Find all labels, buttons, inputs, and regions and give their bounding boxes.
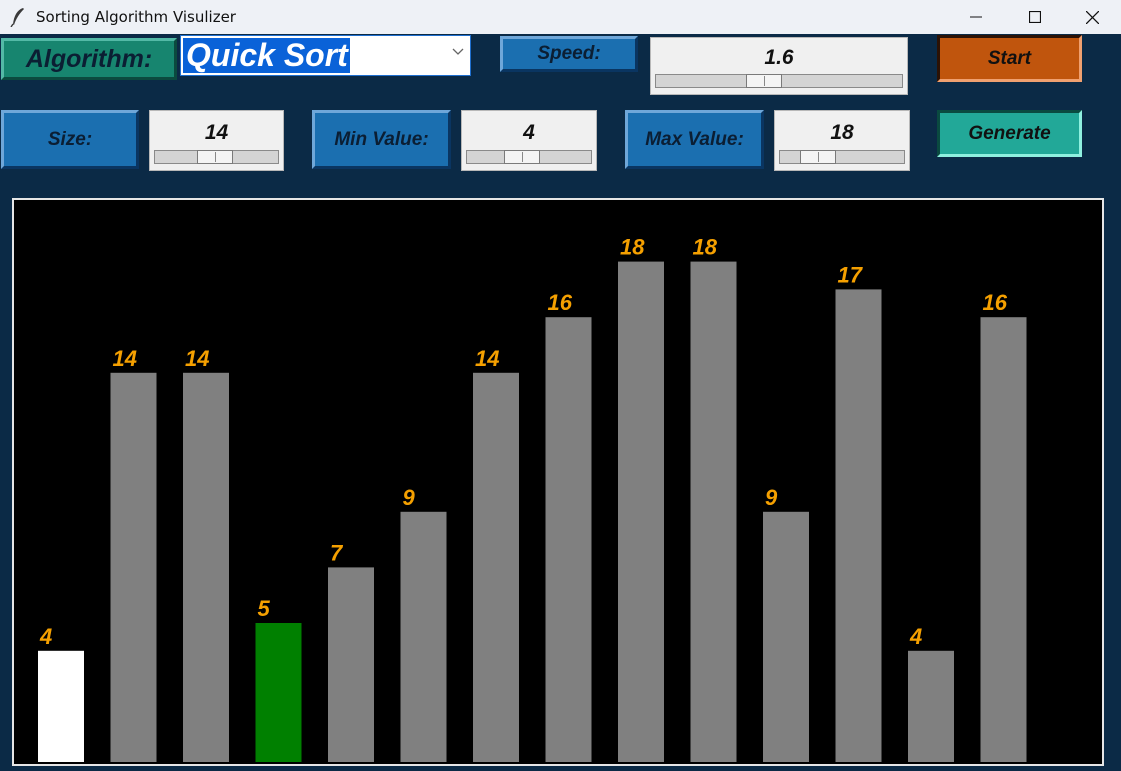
max-value-slider-handle[interactable] [800, 150, 836, 164]
speed-label: Speed: [500, 36, 638, 72]
bar-value-label-6: 9 [403, 485, 416, 510]
maximize-button[interactable] [1006, 0, 1064, 34]
bar-1 [38, 650, 84, 762]
title-bar: Sorting Algorithm Visulizer [0, 0, 1121, 34]
window-title: Sorting Algorithm Visulizer [36, 8, 236, 26]
speed-trough[interactable] [655, 74, 903, 88]
size-value: 14 [204, 121, 229, 144]
minimize-button[interactable] [947, 0, 1005, 34]
max-value: 18 [830, 121, 854, 144]
bar-canvas: 4 14 14 5 7 9 14 16 18 18 9 17 4 16 [12, 198, 1104, 766]
bar-value-label-5: 7 [330, 540, 344, 565]
algorithm-selected-value: Quick Sort [183, 38, 350, 73]
bar-value-label-4: 5 [258, 596, 271, 621]
size-slider-handle[interactable] [197, 150, 233, 164]
min-value-slider-handle[interactable] [504, 150, 540, 164]
feather-icon [10, 8, 24, 27]
bar-4 [255, 623, 302, 762]
bar-value-label-8: 16 [548, 290, 573, 315]
bar-value-label-14: 16 [983, 290, 1008, 315]
bar-value-label-2: 14 [113, 346, 137, 371]
bar-value-label-1: 4 [39, 624, 52, 649]
algorithm-label: Algorithm: [1, 38, 177, 80]
max-value-scale[interactable]: 18 [774, 110, 910, 171]
minimize-icon [970, 16, 982, 18]
bar-9 [618, 261, 664, 762]
size-label: Size: [1, 110, 139, 169]
bar-value-label-3: 14 [185, 346, 209, 371]
size-scale[interactable]: 14 [149, 110, 284, 171]
min-value-scale[interactable]: 4 [461, 110, 597, 171]
bar-8 [545, 317, 592, 762]
bar-chart: 4 14 14 5 7 9 14 16 18 18 9 17 4 16 [38, 235, 1027, 762]
algorithm-select[interactable]: Quick Sort [180, 35, 471, 76]
bar-value-label-9: 18 [620, 235, 645, 260]
max-value-trough[interactable] [779, 150, 905, 164]
bar-value-label-11: 9 [765, 485, 778, 510]
start-button[interactable]: Start [937, 35, 1082, 82]
chevron-down-icon[interactable] [452, 48, 464, 56]
bar-value-label-7: 14 [475, 346, 499, 371]
max-value-label: Max Value: [625, 110, 764, 169]
bar-5 [328, 567, 374, 762]
min-value: 4 [523, 121, 535, 144]
speed-value: 1.6 [764, 46, 794, 69]
bar-13 [908, 650, 954, 762]
bar-value-label-12: 17 [838, 262, 864, 287]
bar-value-label-10: 18 [693, 235, 718, 260]
close-button[interactable] [1063, 0, 1121, 34]
close-icon [1085, 10, 1099, 24]
bar-14 [980, 317, 1027, 762]
bar-2 [110, 372, 157, 762]
generate-button[interactable]: Generate [937, 110, 1082, 157]
bar-7 [473, 372, 519, 762]
bar-6 [400, 511, 447, 762]
maximize-icon [1029, 11, 1041, 23]
speed-scale[interactable]: 1.6 [650, 37, 908, 95]
bar-10 [690, 261, 737, 762]
app-body: Algorithm: Quick Sort Speed: 1.6 Start S… [0, 34, 1121, 771]
bar-3 [183, 372, 229, 762]
size-trough[interactable] [154, 150, 279, 164]
speed-slider-handle[interactable] [746, 74, 782, 88]
min-value-trough[interactable] [466, 150, 592, 164]
bar-value-label-13: 4 [909, 624, 922, 649]
bar-11 [763, 511, 809, 762]
min-value-label: Min Value: [312, 110, 451, 169]
bar-12 [835, 289, 882, 762]
